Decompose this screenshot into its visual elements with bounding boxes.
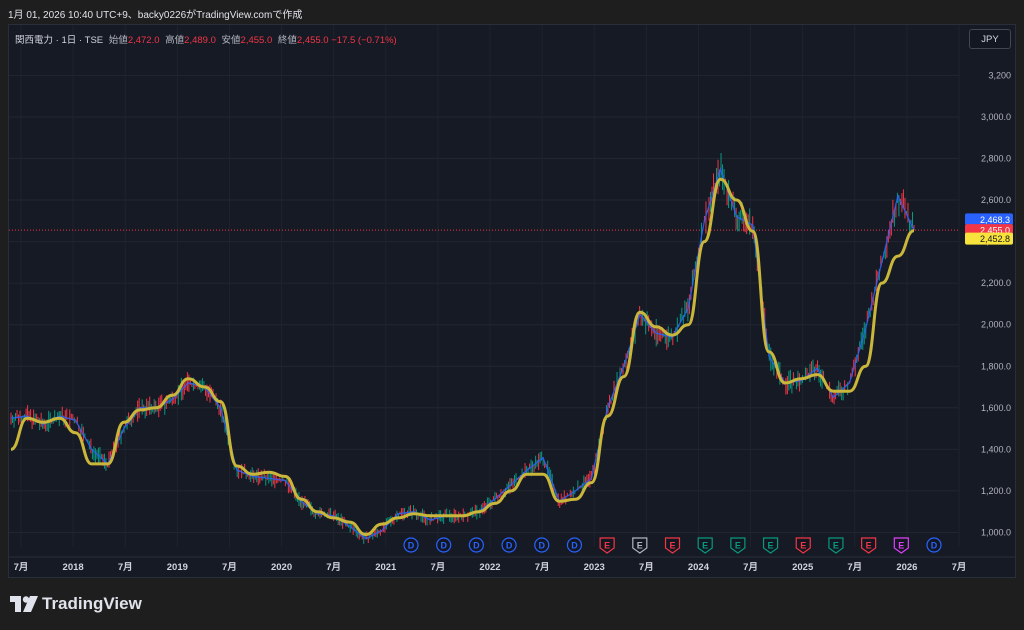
- dividend-marker: [468, 537, 484, 553]
- price-tag-label: 2,455.0: [980, 226, 1010, 236]
- event-marker-label: D: [571, 541, 578, 551]
- moving-average-line: [10, 177, 915, 537]
- time-axis-label: 2025: [792, 562, 814, 573]
- event-marker-label: D: [931, 541, 938, 551]
- earnings-marker: [893, 537, 909, 554]
- price-scale-label: 2,200.0: [981, 278, 1011, 288]
- earnings-marker: [599, 537, 615, 554]
- price-scale-label: 1,800.0: [981, 361, 1011, 371]
- ohlc-legend: 関西電力 · 1日 · TSE 始値2,472.0 高値2,489.0 安値2,…: [15, 32, 397, 46]
- dividend-marker: [926, 537, 942, 553]
- price-scale-label: 1,000.0: [981, 527, 1011, 537]
- time-axis-label: 7月: [118, 562, 133, 573]
- snapshot-header: 1月 01, 2026 10:40 UTC+9、backy0226がTradin…: [8, 10, 303, 21]
- price-tag: [965, 213, 1013, 226]
- event-marker-label: E: [866, 541, 872, 551]
- event-marker-label: D: [473, 541, 480, 551]
- price-scale-label: 2,800.0: [981, 153, 1011, 163]
- time-axis-label: 7月: [222, 562, 237, 573]
- price-line: [10, 166, 915, 540]
- price-scale-label: 1,200.0: [981, 486, 1011, 496]
- event-marker-label: E: [669, 541, 675, 551]
- close-value: 2,455.0: [296, 35, 329, 46]
- earnings-marker: [664, 537, 681, 554]
- earnings-marker: [795, 537, 811, 554]
- tradingview-wordmark: TradingView: [42, 594, 142, 613]
- time-axis-label: 7月: [535, 562, 550, 573]
- time-axis-label: 2018: [63, 562, 84, 573]
- high-value: 2,489.0: [184, 35, 216, 46]
- earnings-marker: [730, 537, 746, 554]
- open-value: 2,472.0: [127, 35, 160, 46]
- price-scale-label: 1,600.0: [981, 403, 1011, 413]
- price-scale-label: 2,000.0: [981, 320, 1011, 330]
- time-axis-label: 7月: [430, 562, 445, 573]
- event-marker-label: E: [702, 541, 708, 551]
- symbol-label[interactable]: 関西電力 · 1日 · TSE: [15, 35, 104, 46]
- event-marker-label: E: [604, 541, 610, 551]
- time-axis-label: 7月: [743, 562, 758, 573]
- price-tag-label: 2,468.3: [980, 215, 1010, 225]
- price-scale-label: 3,000.0: [981, 112, 1011, 122]
- price-scale-label: 2,600.0: [981, 195, 1011, 205]
- tradingview-logo-icon: [10, 596, 38, 612]
- dividend-marker: [534, 537, 550, 553]
- event-marker-label: D: [440, 541, 447, 551]
- time-axis-label: 7月: [847, 562, 862, 573]
- time-axis-label: 2022: [479, 562, 500, 573]
- dividend-marker: [566, 537, 583, 553]
- price-chart[interactable]: 1,000.0 1,200.0 1,400.0 1,600.0 1,800.0 2,000…: [9, 25, 1016, 578]
- event-marker-label: E: [898, 541, 904, 551]
- earnings-marker: [762, 537, 779, 554]
- time-axis-label: 2020: [271, 562, 292, 573]
- high-label: 高値: [165, 35, 185, 46]
- time-axis-label: 7月: [639, 562, 654, 573]
- dividend-marker: [501, 537, 517, 553]
- low-value: 2,455.0: [240, 35, 273, 46]
- earnings-marker: [861, 537, 877, 554]
- price-scale-label: 1,400.0: [981, 444, 1011, 454]
- event-marker-label: E: [735, 541, 741, 551]
- earnings-marker: [632, 537, 648, 554]
- time-axis-label: 7月: [326, 562, 341, 573]
- change-value: −17.5 (−0.71%): [331, 35, 397, 46]
- time-axis-label: 2024: [688, 562, 710, 573]
- event-marker-label: E: [800, 541, 806, 551]
- event-marker-label: E: [833, 541, 839, 551]
- event-marker-label: E: [768, 541, 774, 551]
- time-axis-label: 7月: [14, 562, 29, 573]
- price-scale-label: 3,200: [988, 70, 1011, 80]
- time-axis-label: 2021: [375, 562, 397, 573]
- dividend-marker: [436, 537, 452, 553]
- time-axis-label: 2026: [896, 562, 917, 573]
- earnings-marker: [697, 537, 713, 554]
- time-axis-label: 7月: [952, 562, 967, 573]
- chart-pane[interactable]: 1,000.0 1,200.0 1,400.0 1,600.0 1,800.0 2,000…: [8, 24, 1016, 578]
- event-marker-label: E: [637, 541, 643, 551]
- earnings-marker: [828, 537, 844, 554]
- price-tag-label: 2,452.8: [980, 234, 1010, 244]
- event-marker-label: D: [408, 541, 415, 551]
- event-marker-label: D: [506, 541, 513, 551]
- open-label: 始値: [108, 35, 128, 46]
- event-marker-label: D: [539, 541, 546, 551]
- close-label: 終値: [277, 35, 297, 46]
- time-axis-label: 2023: [584, 562, 605, 573]
- currency-button[interactable]: JPY: [969, 29, 1011, 49]
- low-label: 安値: [221, 35, 241, 46]
- tradingview-logo[interactable]: TradingView: [10, 594, 142, 614]
- price-tag: [965, 232, 1013, 245]
- dividend-marker: [403, 537, 419, 553]
- time-axis-label: 2019: [167, 562, 188, 573]
